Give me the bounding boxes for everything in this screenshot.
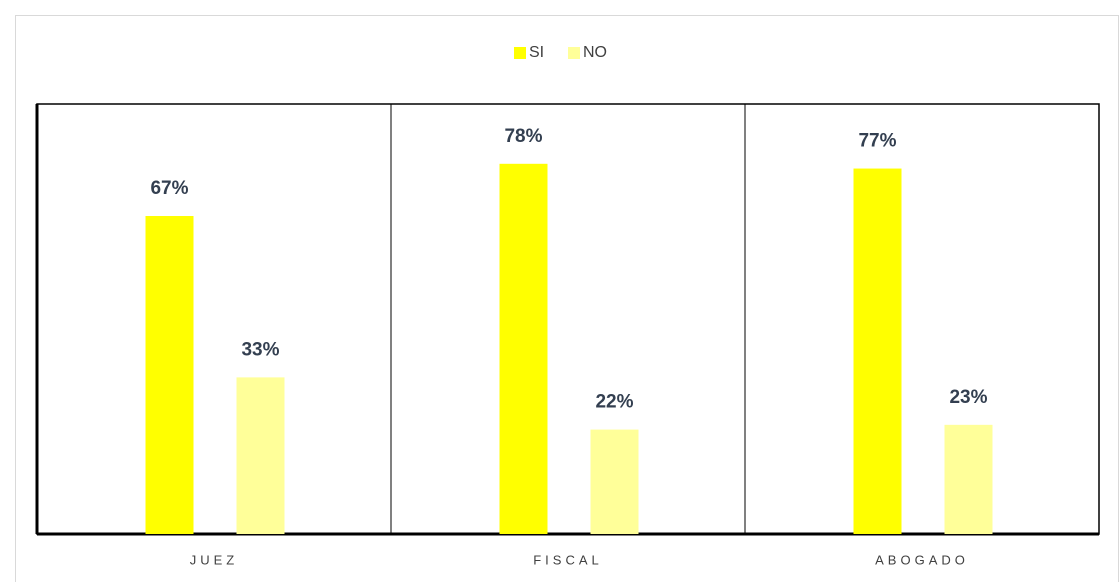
legend-swatch (514, 47, 526, 59)
data-label: 22% (595, 392, 633, 413)
bar (499, 163, 548, 534)
data-label: 67% (150, 178, 188, 199)
x-tick-label: JUEZ (190, 552, 239, 567)
bar (590, 429, 639, 534)
x-tick-label: ABOGADO (875, 552, 969, 567)
bar (236, 377, 285, 534)
bar (145, 216, 194, 534)
legend-label: SI (529, 44, 544, 61)
data-label: 77% (858, 131, 896, 152)
data-label: 23% (949, 387, 987, 408)
bar (853, 168, 902, 534)
data-label: 33% (241, 339, 279, 360)
legend-label: NO (583, 44, 607, 61)
chart-frame (15, 15, 1119, 586)
bar (944, 424, 993, 534)
x-tick-label: FISCAL (533, 552, 603, 567)
data-label: 78% (504, 126, 542, 147)
legend-swatch (568, 47, 580, 59)
